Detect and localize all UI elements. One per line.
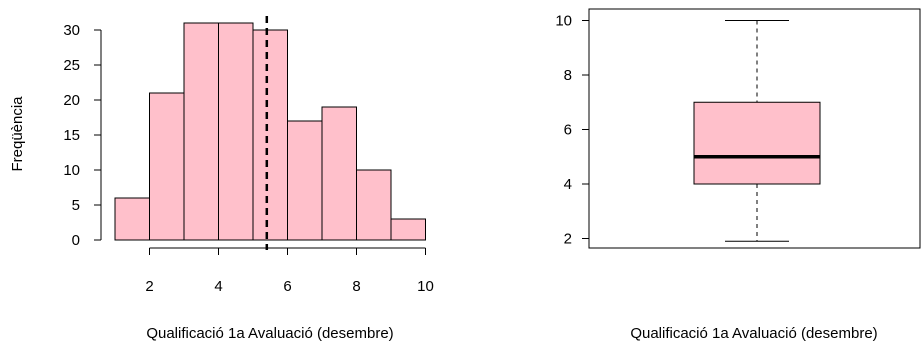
histogram-x-axis-title: Qualificació 1a Avaluació (desembre) — [146, 325, 393, 342]
histogram-bar-3 — [183, 22, 219, 241]
boxplot-y-axis: 2 4 6 8 10 — [555, 13, 589, 248]
histogram-y-axis-title: Freqüència — [9, 96, 26, 172]
histogram-bar-1 — [114, 197, 150, 241]
histogram-bar-4 — [218, 22, 254, 241]
x-tick-label: 10 — [417, 278, 434, 295]
y-tick-label: 4 — [564, 176, 572, 193]
histogram-bar-9 — [390, 218, 426, 241]
y-tick-label: 25 — [63, 57, 80, 74]
histogram-bar-6 — [287, 120, 323, 241]
histogram-bar-5 — [252, 29, 288, 241]
boxplot-frame — [588, 8, 921, 249]
y-tick-label: 10 — [555, 13, 572, 30]
interquartile-box — [693, 101, 821, 185]
histogram-y-axis: 0 5 10 15 20 25 30 — [63, 22, 102, 249]
histogram-x-axis: 2 4 6 8 10 — [145, 247, 434, 295]
y-tick-label: 15 — [63, 127, 80, 144]
y-tick-label: 8 — [564, 67, 572, 84]
y-tick-label: 10 — [63, 162, 80, 179]
x-tick-label: 6 — [283, 278, 291, 295]
x-tick-label: 2 — [145, 278, 153, 295]
boxplot-panel: 2 4 6 8 10 Qualificació 1a Avaluació (desemb… — [555, 8, 921, 342]
x-tick-label: 4 — [214, 278, 222, 295]
y-tick-label: 0 — [72, 232, 80, 249]
histogram-bar-7 — [321, 106, 357, 241]
boxplot-x-axis-title: Qualificació 1a Avaluació (desembre) — [630, 325, 877, 342]
x-tick-label: 8 — [352, 278, 360, 295]
histogram-panel: 0 5 10 15 20 25 30 2 4 6 8 10 Freqüència Qualifica… — [9, 16, 434, 342]
y-tick-label: 20 — [63, 92, 80, 109]
y-tick-label: 30 — [63, 22, 80, 39]
histogram-bars — [114, 22, 426, 241]
y-tick-label: 5 — [72, 197, 80, 214]
y-tick-label: 2 — [564, 231, 572, 248]
y-tick-label: 6 — [564, 122, 572, 139]
histogram-bar-2 — [149, 92, 185, 241]
histogram-bar-8 — [356, 169, 392, 241]
